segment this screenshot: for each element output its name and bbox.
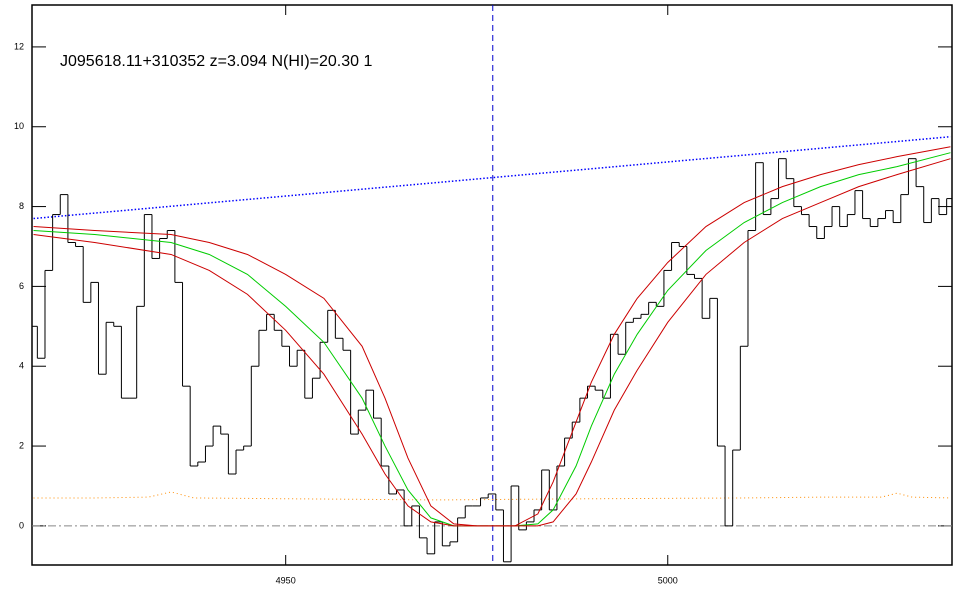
- y-tick-label: 6: [19, 281, 24, 291]
- y-tick-label: 12: [14, 41, 24, 51]
- y-tick-label: 8: [19, 201, 24, 211]
- error-line: [33, 491, 951, 501]
- fit-line: [33, 158, 951, 527]
- continuum-line: [33, 135, 951, 220]
- y-tick-label: 4: [19, 361, 24, 371]
- y-tick-label: 0: [19, 520, 24, 530]
- x-tick-label: 5000: [658, 575, 678, 585]
- y-tick-label: 10: [14, 121, 24, 131]
- chart-title: J095618.11+310352 z=3.094 N(HI)=20.30 1: [60, 53, 372, 70]
- x-tick-label: 4950: [276, 575, 296, 585]
- plot-frame: [31, 4, 953, 566]
- fit-line: [33, 146, 951, 527]
- y-tick-label: 2: [19, 440, 24, 450]
- fit-line: [33, 152, 951, 527]
- flux-connector: [36, 158, 948, 562]
